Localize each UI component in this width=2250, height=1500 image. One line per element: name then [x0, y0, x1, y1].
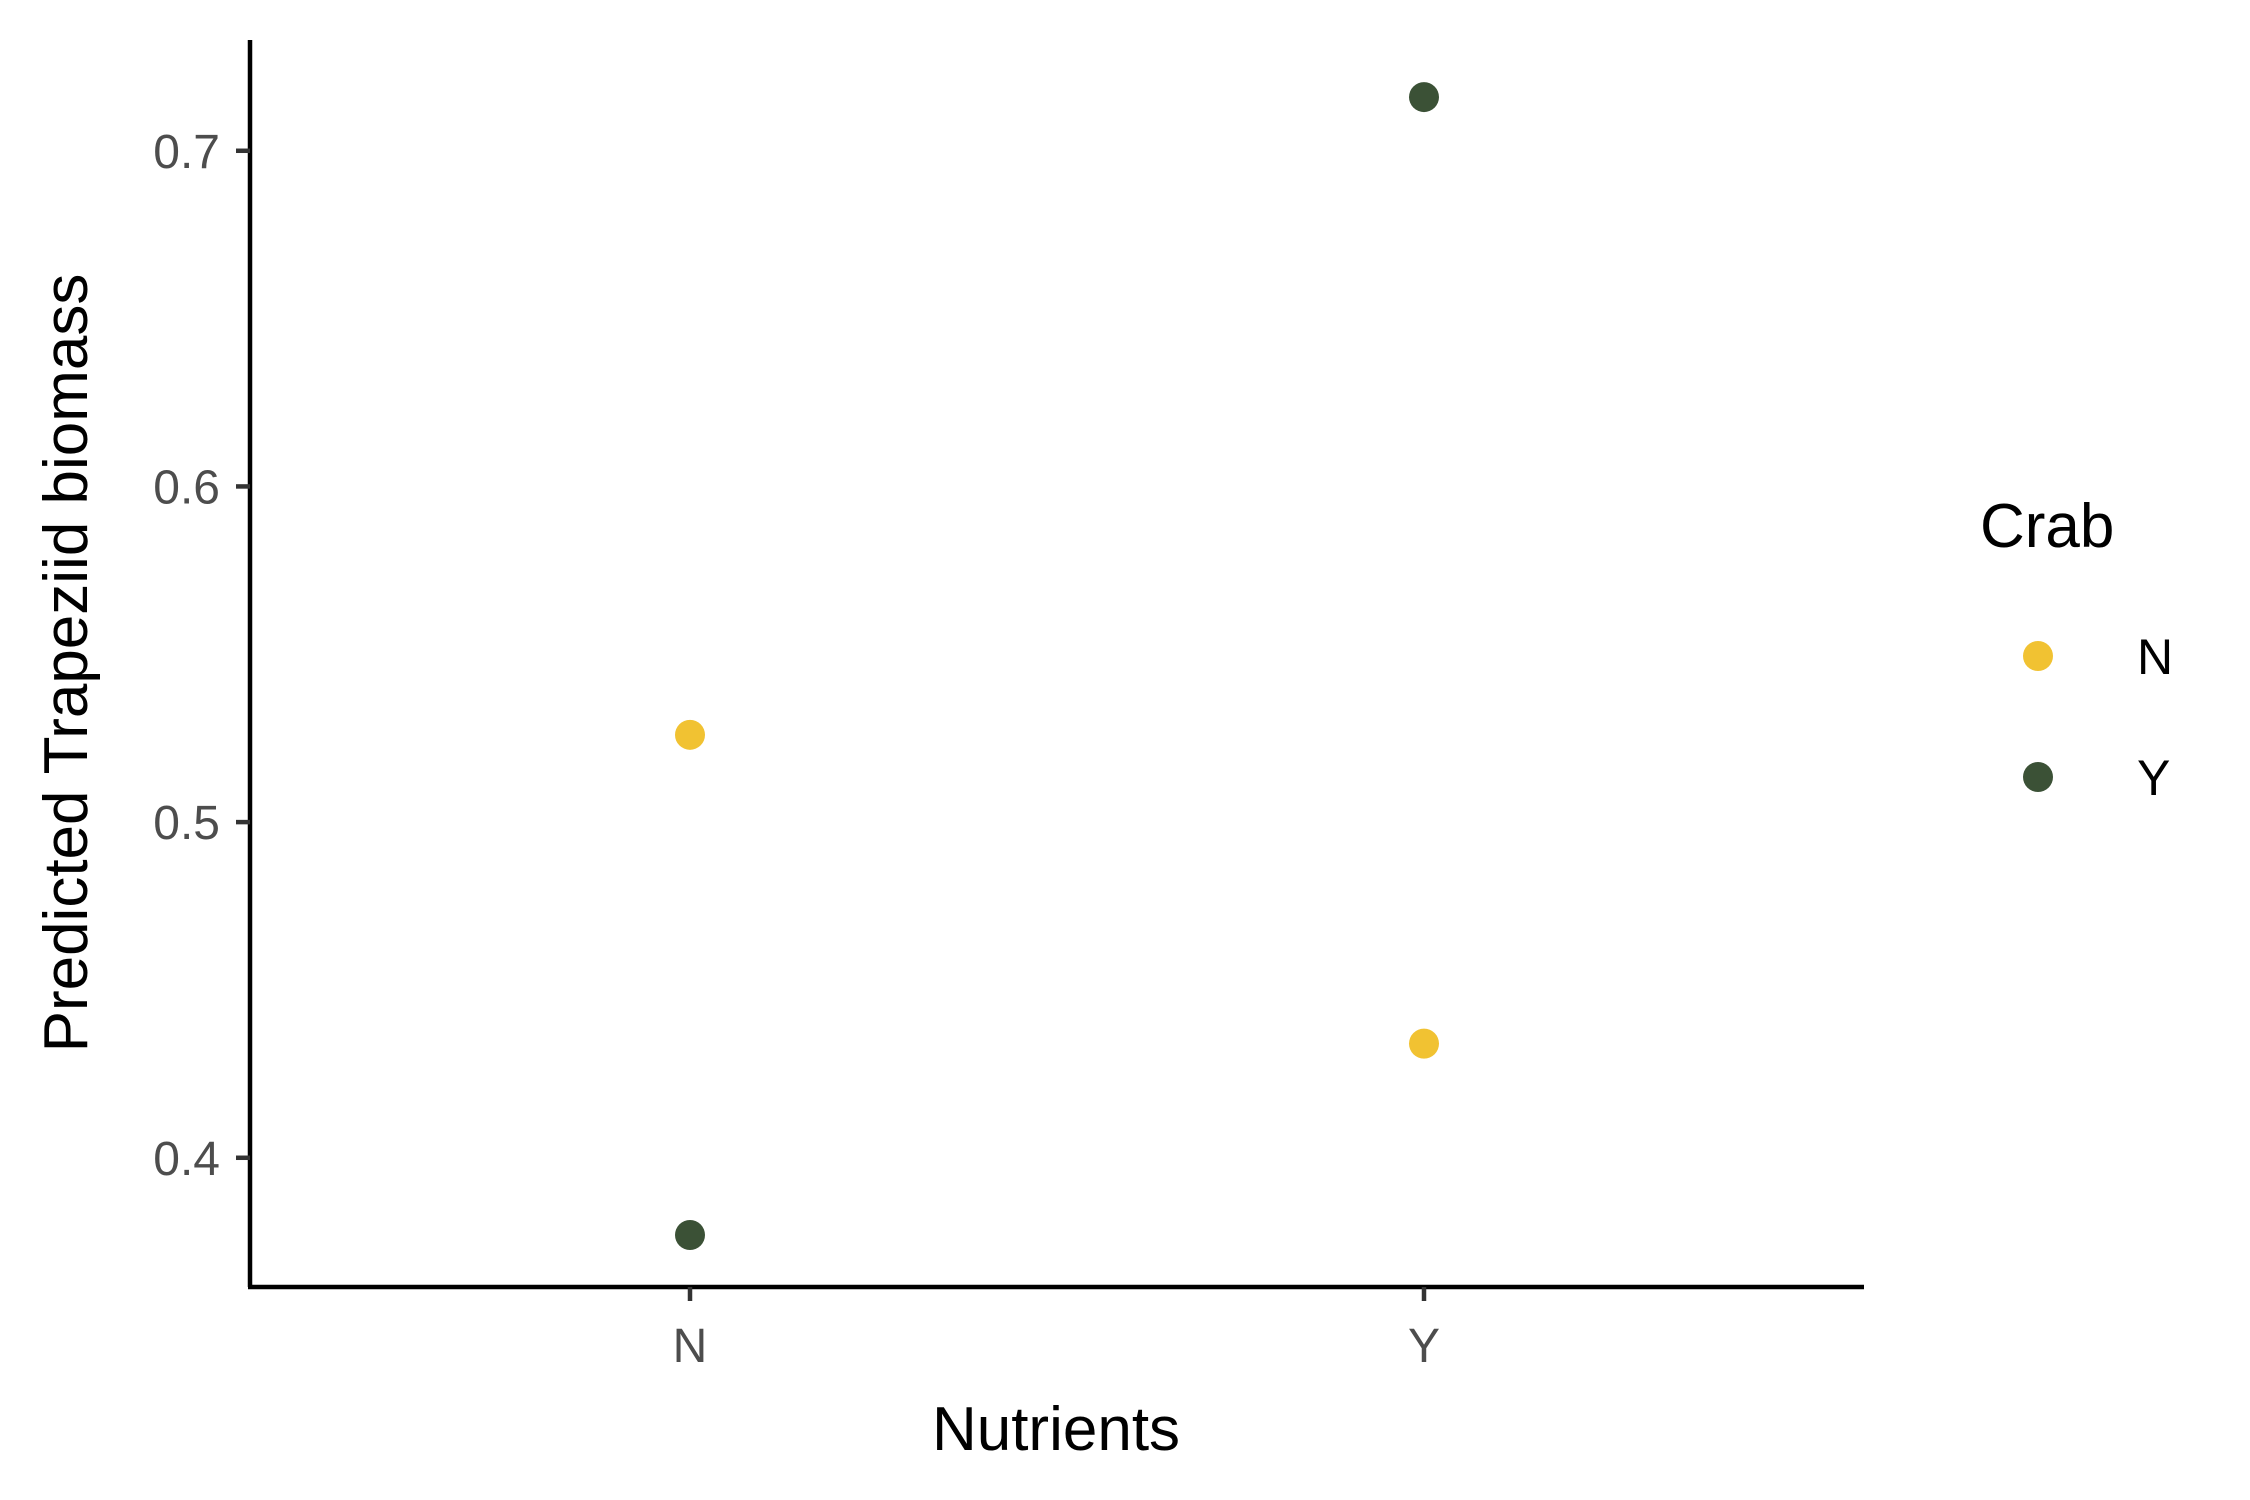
- y-tick-label: 0.7: [153, 126, 220, 179]
- legend-title: Crab: [1980, 492, 2114, 561]
- y-axis: 0.4 0.5 0.6 0.7: [153, 40, 253, 1287]
- data-point: [1409, 1028, 1439, 1059]
- y-axis-title: Predicted Trapeziid biomass: [32, 274, 101, 1053]
- x-tick-label: N: [673, 1320, 708, 1373]
- data-point: [1409, 82, 1439, 113]
- data-point: [675, 719, 705, 750]
- legend-key: [2023, 641, 2053, 671]
- x-tick-label: Y: [1408, 1320, 1440, 1373]
- data-point: [675, 1219, 705, 1250]
- legend-items: NY: [2023, 629, 2173, 806]
- legend-label: N: [2137, 629, 2173, 685]
- y-tick-label: 0.4: [153, 1133, 220, 1186]
- y-tick-label: 0.5: [153, 797, 220, 850]
- y-ticks: 0.4 0.5 0.6 0.7: [153, 126, 250, 1186]
- legend-key: [2023, 762, 2053, 792]
- legend-label: Y: [2137, 750, 2170, 806]
- legend: Crab NY: [1980, 492, 2173, 806]
- plot-points: [675, 82, 1439, 1250]
- x-axis-title: Nutrients: [932, 1395, 1180, 1464]
- y-tick-label: 0.6: [153, 461, 220, 514]
